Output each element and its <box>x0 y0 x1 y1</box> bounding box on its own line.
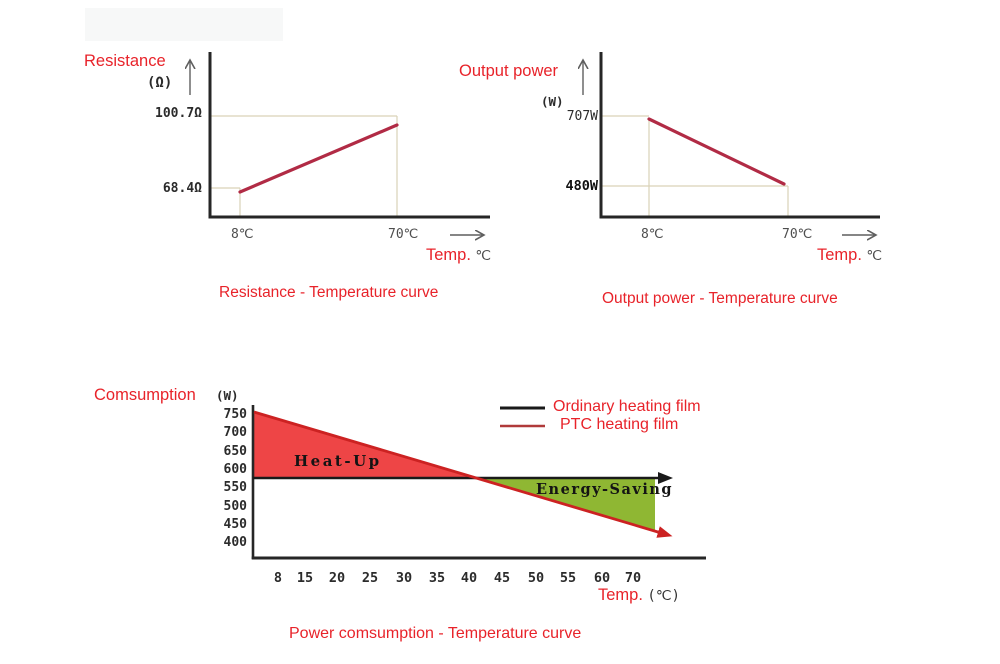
output-power-chart-canvas <box>530 52 880 273</box>
temp-label-text: Temp. <box>598 586 643 604</box>
consumption-chart-caption: Power comsumption - Temperature curve <box>289 625 582 642</box>
consumption-xtick: 8 <box>273 570 283 586</box>
consumption-xtick: 45 <box>493 570 511 586</box>
consumption-ytick: 450 <box>223 517 247 532</box>
consumption-axis-unit: (W) <box>216 388 239 403</box>
resistance-curve-line <box>238 123 399 194</box>
temp-label-unit: ℃ <box>475 248 492 264</box>
output-power-curve-line <box>647 117 786 186</box>
output-power-ytick-low: 480W <box>565 178 598 194</box>
resistance-xaxis-label: Temp. ℃ <box>426 246 491 265</box>
resistance-xtick-70: 70℃ <box>388 227 419 242</box>
output-power-xtick-8: 8℃ <box>641 227 664 242</box>
output-power-axis-title: Output power <box>459 62 559 80</box>
resistance-xtick-8: 8℃ <box>231 227 254 242</box>
temp-label-unit: (℃) <box>647 588 680 604</box>
resistance-axis-unit: (Ω) <box>147 75 173 91</box>
output-power-xaxis-label: Temp. ℃ <box>817 246 882 265</box>
temp-label-unit: ℃ <box>866 248 883 264</box>
consumption-xtick: 70 <box>624 570 642 586</box>
temp-label-text: Temp. <box>817 246 862 264</box>
consumption-xtick: 15 <box>296 570 314 586</box>
output-power-ytick-high: 707W <box>566 109 598 124</box>
resistance-ytick-low: 68.4Ω <box>162 181 202 196</box>
consumption-ytick: 650 <box>223 444 247 459</box>
output-power-axis-unit: (W) <box>541 94 564 109</box>
resistance-ytick-high: 100.7Ω <box>155 106 202 121</box>
resistance-chart-canvas <box>170 52 490 273</box>
consumption-xtick: 60 <box>593 570 611 586</box>
faint-background-artifact <box>85 8 283 41</box>
consumption-xtick: 35 <box>428 570 446 586</box>
consumption-xtick: 30 <box>395 570 413 586</box>
heat-up-label: Heat-Up <box>294 452 382 470</box>
consumption-ytick: 600 <box>223 462 247 477</box>
resistance-chart-caption: Resistance - Temperature curve <box>219 284 439 301</box>
consumption-ytick: 700 <box>223 425 247 440</box>
consumption-xtick: 25 <box>361 570 379 586</box>
consumption-xtick: 50 <box>527 570 545 586</box>
reference-gridlines <box>601 115 789 217</box>
legend-label-ptc: PTC heating film <box>560 416 679 433</box>
consumption-xaxis-label: Temp. (℃) <box>598 586 680 605</box>
ptc-heating-film-line <box>253 410 673 538</box>
consumption-ytick: 750 <box>223 407 247 422</box>
resistance-axis-title: Resistance <box>84 52 166 70</box>
consumption-xtick: 55 <box>559 570 577 586</box>
legend-label-ordinary: Ordinary heating film <box>553 398 701 415</box>
consumption-ytick: 550 <box>223 480 247 495</box>
energy-saving-label: Energy-Saving <box>536 481 674 498</box>
temp-label-text: Temp. <box>426 246 471 264</box>
consumption-ytick: 500 <box>223 499 247 514</box>
output-power-chart-caption: Output power - Temperature curve <box>602 290 838 307</box>
consumption-axis-title: Comsumption <box>94 386 196 404</box>
consumption-chart-canvas <box>251 405 706 560</box>
consumption-ytick: 400 <box>223 535 247 550</box>
output-power-xtick-70: 70℃ <box>782 227 813 242</box>
consumption-xtick: 20 <box>328 570 346 586</box>
consumption-xtick: 40 <box>460 570 478 586</box>
